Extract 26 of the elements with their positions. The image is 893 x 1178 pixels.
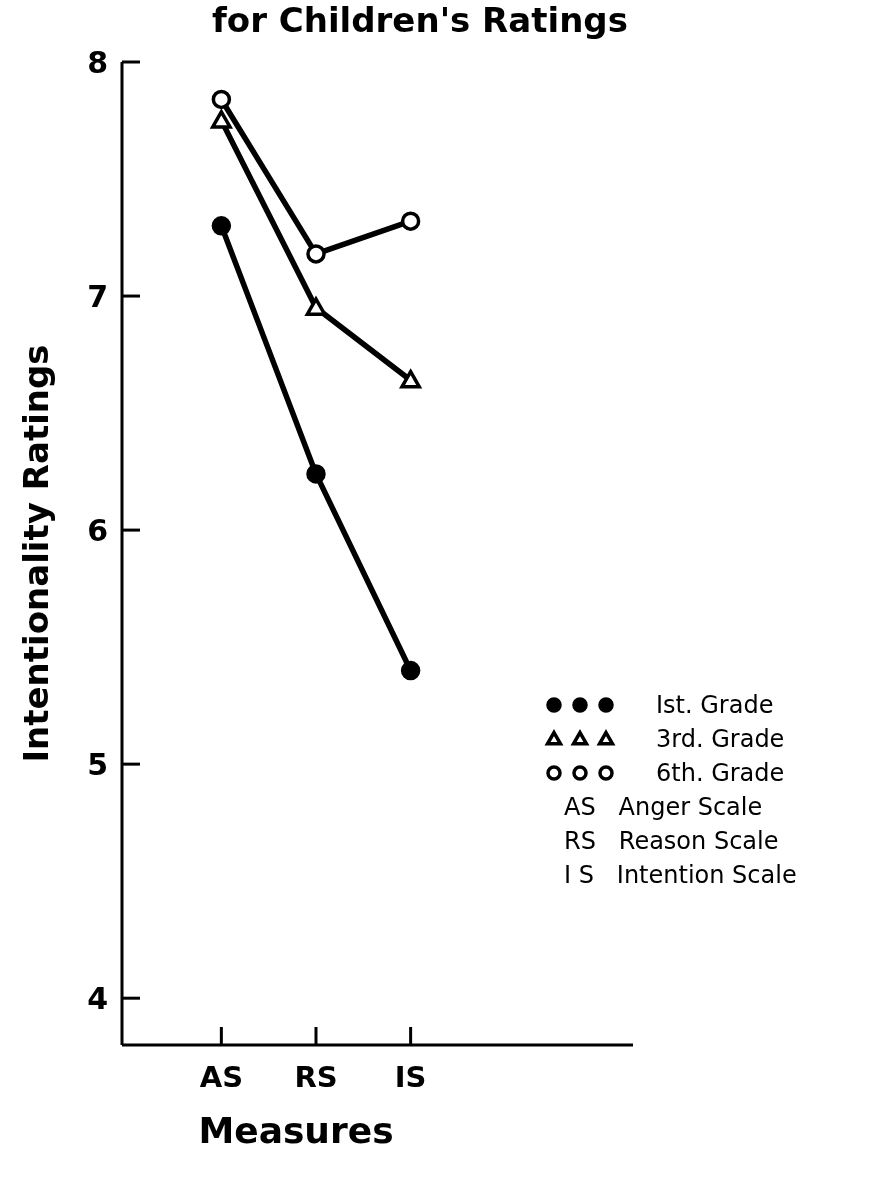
point xyxy=(305,297,327,316)
text: RS Reason Scale xyxy=(564,827,779,856)
point xyxy=(211,89,232,110)
point xyxy=(306,464,326,484)
legend-label: Ist. Grade xyxy=(656,691,774,720)
y-tick-label: 6 xyxy=(87,512,108,548)
x-tick-label: IS xyxy=(394,1060,427,1094)
point xyxy=(210,110,232,129)
legend-label: 3rd. Grade xyxy=(656,725,785,754)
y-tick-label: 8 xyxy=(87,44,108,80)
point xyxy=(400,369,422,389)
text: I S Intention Scale xyxy=(564,861,797,890)
x-tick-label: RS xyxy=(294,1060,338,1094)
y-tick-label: 5 xyxy=(87,746,108,782)
y-axis-title: Intentionality Ratings xyxy=(16,344,56,763)
text: AS Anger Scale xyxy=(564,793,763,822)
y-tick-label: 7 xyxy=(87,278,108,314)
x-tick-label: AS xyxy=(199,1060,244,1094)
point xyxy=(400,211,421,231)
y-tick-label: 4 xyxy=(87,980,108,1016)
chart-title: for Children's Ratings xyxy=(212,0,628,40)
point xyxy=(211,216,232,236)
x-axis-title: Measures xyxy=(198,1110,394,1151)
legend-label: 6th. Grade xyxy=(656,759,785,788)
point xyxy=(400,660,421,681)
point xyxy=(306,244,326,264)
